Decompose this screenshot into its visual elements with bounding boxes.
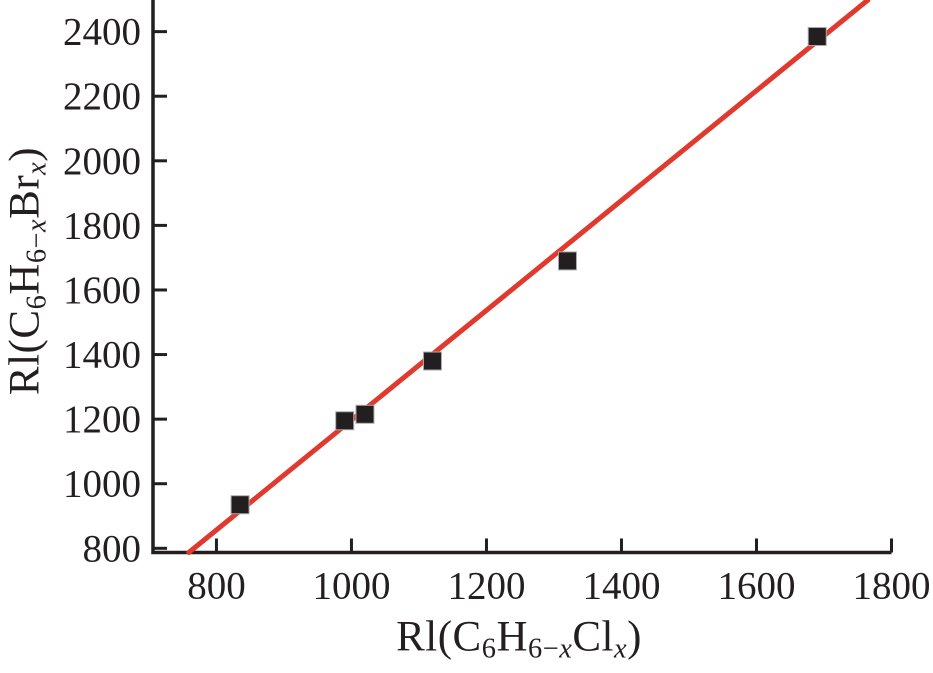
x-tick-label: 1400 xyxy=(582,565,660,608)
regression-line xyxy=(186,0,871,555)
y-tick-label: 1800 xyxy=(63,204,141,247)
x-axis-title-subscript: x xyxy=(559,633,573,665)
x-axis-title-text: H xyxy=(496,613,528,661)
x-tick-label: 1600 xyxy=(717,565,795,608)
axis-spines xyxy=(151,0,892,555)
y-tick-label: 1400 xyxy=(63,334,141,377)
y-tick-label: 800 xyxy=(83,527,142,570)
data-point-marker xyxy=(807,26,827,46)
x-tick-label: 1800 xyxy=(853,565,931,608)
y-tick-label: 2200 xyxy=(63,75,141,118)
y-tick-label: 2400 xyxy=(63,11,141,54)
data-point-marker xyxy=(355,404,375,424)
y-axis-title-subscript: 6− xyxy=(21,231,53,264)
y-axis-title-subscript: x xyxy=(21,161,53,175)
y-axis-title-text: H xyxy=(1,263,49,295)
y-axis-title-subscript: x xyxy=(21,218,53,232)
y-axis-title: Rl(C6H6−xBrx) xyxy=(1,146,53,396)
x-tick-label: 1200 xyxy=(447,565,525,608)
data-point-marker xyxy=(335,411,355,431)
y-axis-title-text: ) xyxy=(1,146,49,162)
y-axis-title-text: Br xyxy=(1,174,49,219)
x-tick-label: 800 xyxy=(187,565,246,608)
x-axis-title-text: ) xyxy=(627,613,642,661)
y-axis-title-subscript: 6 xyxy=(21,294,53,310)
x-axis-title-subscript: 6− xyxy=(528,633,560,665)
y-tick-label: 1000 xyxy=(63,463,141,506)
x-axis-title-subscript: x xyxy=(613,633,628,665)
x-axis-title-text: Cl xyxy=(572,613,614,661)
y-axis-title-text: Rl(C xyxy=(1,309,49,396)
data-point-marker xyxy=(230,495,250,515)
data-point-marker xyxy=(422,351,442,371)
y-tick-label: 1200 xyxy=(63,398,141,441)
x-tick-label: 1000 xyxy=(312,565,390,608)
y-tick-label: 2000 xyxy=(63,140,141,183)
x-axis-title: Rl(C6H6−xClx) xyxy=(396,613,642,665)
x-axis-title-text: Rl(C xyxy=(396,613,482,661)
data-point-marker xyxy=(557,251,577,271)
y-tick-label: 1600 xyxy=(63,269,141,312)
x-axis-title-subscript: 6 xyxy=(481,633,497,665)
